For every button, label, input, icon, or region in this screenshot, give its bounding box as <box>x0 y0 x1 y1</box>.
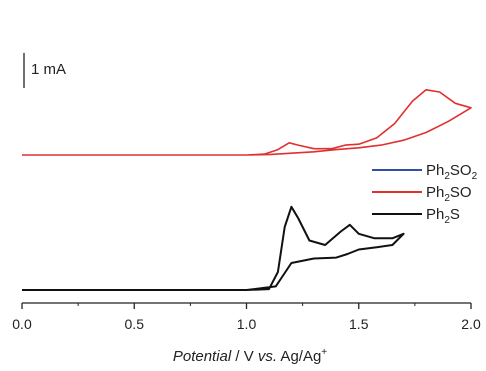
x-axis-title-sup: + <box>321 347 327 358</box>
x-axis-title-vs: vs. <box>258 348 277 365</box>
x-tick-label: 1.0 <box>237 316 257 332</box>
x-tick-label: 1.5 <box>349 316 369 332</box>
legend-label-2: Ph2S <box>426 206 460 226</box>
legend-label-0: Ph2SO2 <box>426 162 478 182</box>
x-axis-ticks: 0.0 0.5 1.0 1.5 2.0 <box>12 303 481 332</box>
series-lines <box>22 89 472 291</box>
legend-label-1: Ph2SO <box>426 184 472 204</box>
x-axis-title-italic: Potential <box>173 348 232 365</box>
x-tick-label: 2.0 <box>461 316 481 332</box>
x-axis-title-unit: / V <box>231 348 258 365</box>
x-tick-label: 0.0 <box>12 316 32 332</box>
series-line-1 <box>22 89 472 156</box>
series-line-2 <box>22 205 405 291</box>
x-tick-label: 0.5 <box>125 316 145 332</box>
x-axis-title: Potential / V vs. Ag/Ag+ <box>173 347 327 365</box>
scale-bar: 1 mA <box>23 52 66 88</box>
scale-bar-label: 1 mA <box>31 61 66 78</box>
x-axis-title-ref: Ag/Ag <box>277 348 321 365</box>
